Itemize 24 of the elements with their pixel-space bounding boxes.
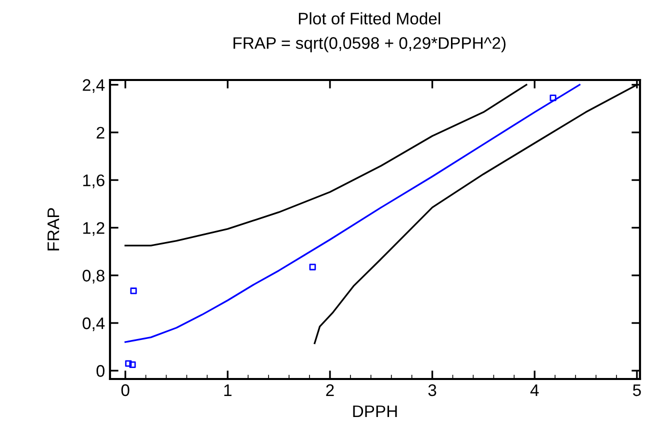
- y-tick-label: 0,8: [82, 270, 104, 284]
- y-tick-label: 0: [96, 365, 104, 377]
- x-axis-title: DPPH: [353, 406, 397, 418]
- line-series: [124, 84, 580, 343]
- x-tick-label: 5: [632, 384, 641, 396]
- point: [130, 288, 137, 294]
- y-tick-label: 2,4: [82, 79, 105, 93]
- y-tick-label: 0,4: [82, 317, 105, 332]
- chart-subtitle: FRAP = sqrt(0,0598 + 0,29*DPPH^2): [234, 36, 506, 52]
- y-tick-label: 1,2: [83, 222, 104, 236]
- y-tick-label: 1,6: [83, 174, 104, 188]
- chart-title: Plot of Fitted Model: [298, 12, 440, 24]
- x-tick-label: 2: [326, 384, 334, 396]
- point: [550, 94, 556, 102]
- x-tick-label: 4: [530, 384, 539, 396]
- point: [129, 361, 136, 368]
- x-tick-label: 3: [428, 384, 436, 396]
- point: [125, 360, 132, 367]
- x-tick-label: 0: [121, 384, 130, 396]
- y-axis-title: FRAP: [48, 208, 60, 250]
- line-series: [124, 84, 528, 246]
- point: [309, 264, 316, 270]
- y-tick-label: 2: [96, 126, 104, 138]
- x-tick-label: 1: [224, 384, 232, 396]
